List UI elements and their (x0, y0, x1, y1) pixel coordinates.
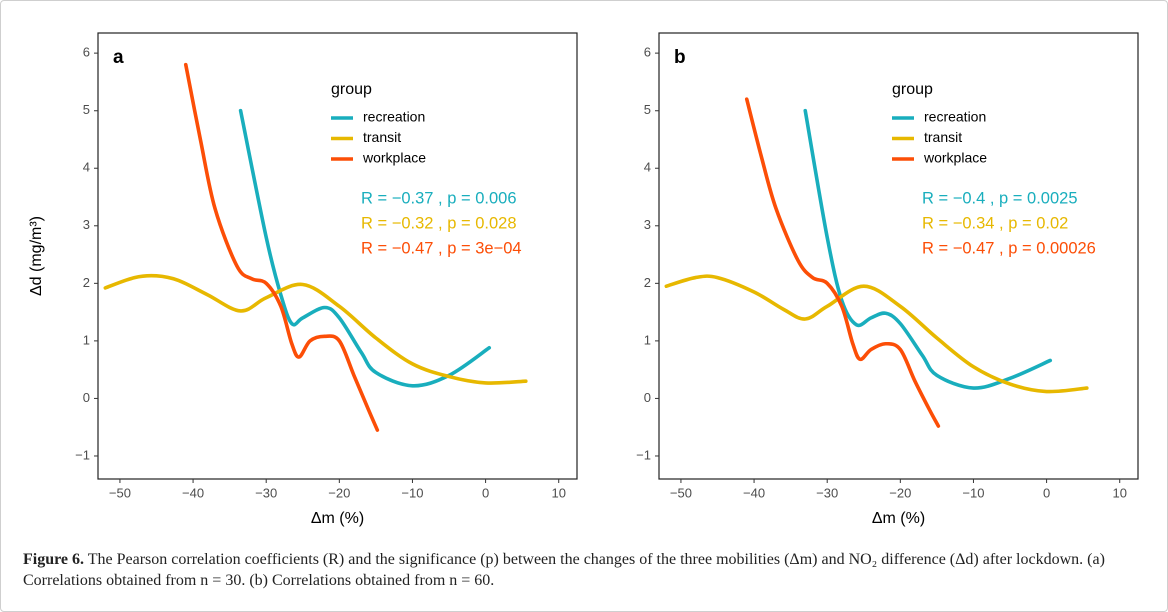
annotation: R = −0.37 , p = 0.006 (361, 189, 517, 207)
x-tick-label: −50 (670, 485, 692, 500)
legend-label: transit (924, 129, 962, 145)
y-tick-label: 1 (83, 332, 90, 347)
y-tick-label: 0 (644, 390, 651, 405)
annotation: R = −0.47 , p = 0.00026 (922, 239, 1096, 257)
y-tick-label: 5 (644, 102, 651, 117)
line-series (664, 274, 1089, 394)
x-tick-label: −20 (328, 485, 350, 500)
x-tick-label: 10 (1112, 485, 1126, 500)
legend-label: transit (363, 129, 401, 145)
annotation: R = −0.34 , p = 0.02 (922, 214, 1068, 232)
y-tick-label: 6 (644, 45, 651, 60)
y-tick-label: 5 (83, 102, 90, 117)
legend-label: workplace (362, 150, 426, 166)
line-series (238, 108, 492, 388)
x-axis-label: Δm (%) (872, 510, 925, 527)
legend-title: group (331, 81, 372, 98)
y-axis-label: Δd (mg/m³) (28, 216, 45, 296)
caption-text: The Pearson correlation coefficients (R)… (23, 551, 1105, 589)
y-tick-label: 4 (644, 160, 651, 175)
annotation: R = −0.47 , p = 3e−04 (361, 239, 522, 257)
x-tick-label: −40 (743, 485, 765, 500)
plot-frame (97, 32, 578, 480)
y-tick-label: 2 (644, 275, 651, 290)
y-tick-label: −1 (636, 447, 651, 462)
x-tick-label: −30 (816, 485, 838, 500)
line-series (103, 273, 528, 385)
x-axis-label: Δm (%) (311, 510, 364, 527)
line-series (183, 62, 380, 432)
legend-label: recreation (363, 109, 425, 125)
panel-label: a (113, 47, 124, 68)
y-tick-label: −1 (75, 447, 90, 462)
x-tick-label: −40 (182, 485, 204, 500)
y-tick-label: 0 (83, 390, 90, 405)
y-tick-label: 1 (644, 332, 651, 347)
x-tick-label: −30 (255, 485, 277, 500)
y-tick-label: 2 (83, 275, 90, 290)
y-tick-label: 4 (83, 160, 90, 175)
x-tick-label: −20 (889, 485, 911, 500)
line-series (744, 97, 941, 428)
annotation: R = −0.32 , p = 0.028 (361, 214, 517, 232)
x-tick-label: 0 (482, 485, 489, 500)
x-tick-label: 0 (1043, 485, 1050, 500)
y-tick-label: 3 (83, 217, 90, 232)
caption-label: Figure 6. (23, 551, 85, 568)
caption: Figure 6. The Pearson correlation coeffi… (23, 549, 1143, 591)
plot-frame (658, 32, 1139, 480)
x-tick-label: −50 (109, 485, 131, 500)
annotation: R = −0.4 , p = 0.0025 (922, 189, 1078, 207)
line-series (803, 108, 1053, 390)
y-tick-label: 6 (83, 45, 90, 60)
y-tick-label: 3 (644, 217, 651, 232)
x-tick-label: −10 (401, 485, 423, 500)
x-tick-label: 10 (551, 485, 565, 500)
x-tick-label: −10 (962, 485, 984, 500)
panel-label: b (674, 47, 686, 68)
legend-title: group (892, 81, 933, 98)
legend-label: recreation (924, 109, 986, 125)
legend-label: workplace (923, 150, 987, 166)
